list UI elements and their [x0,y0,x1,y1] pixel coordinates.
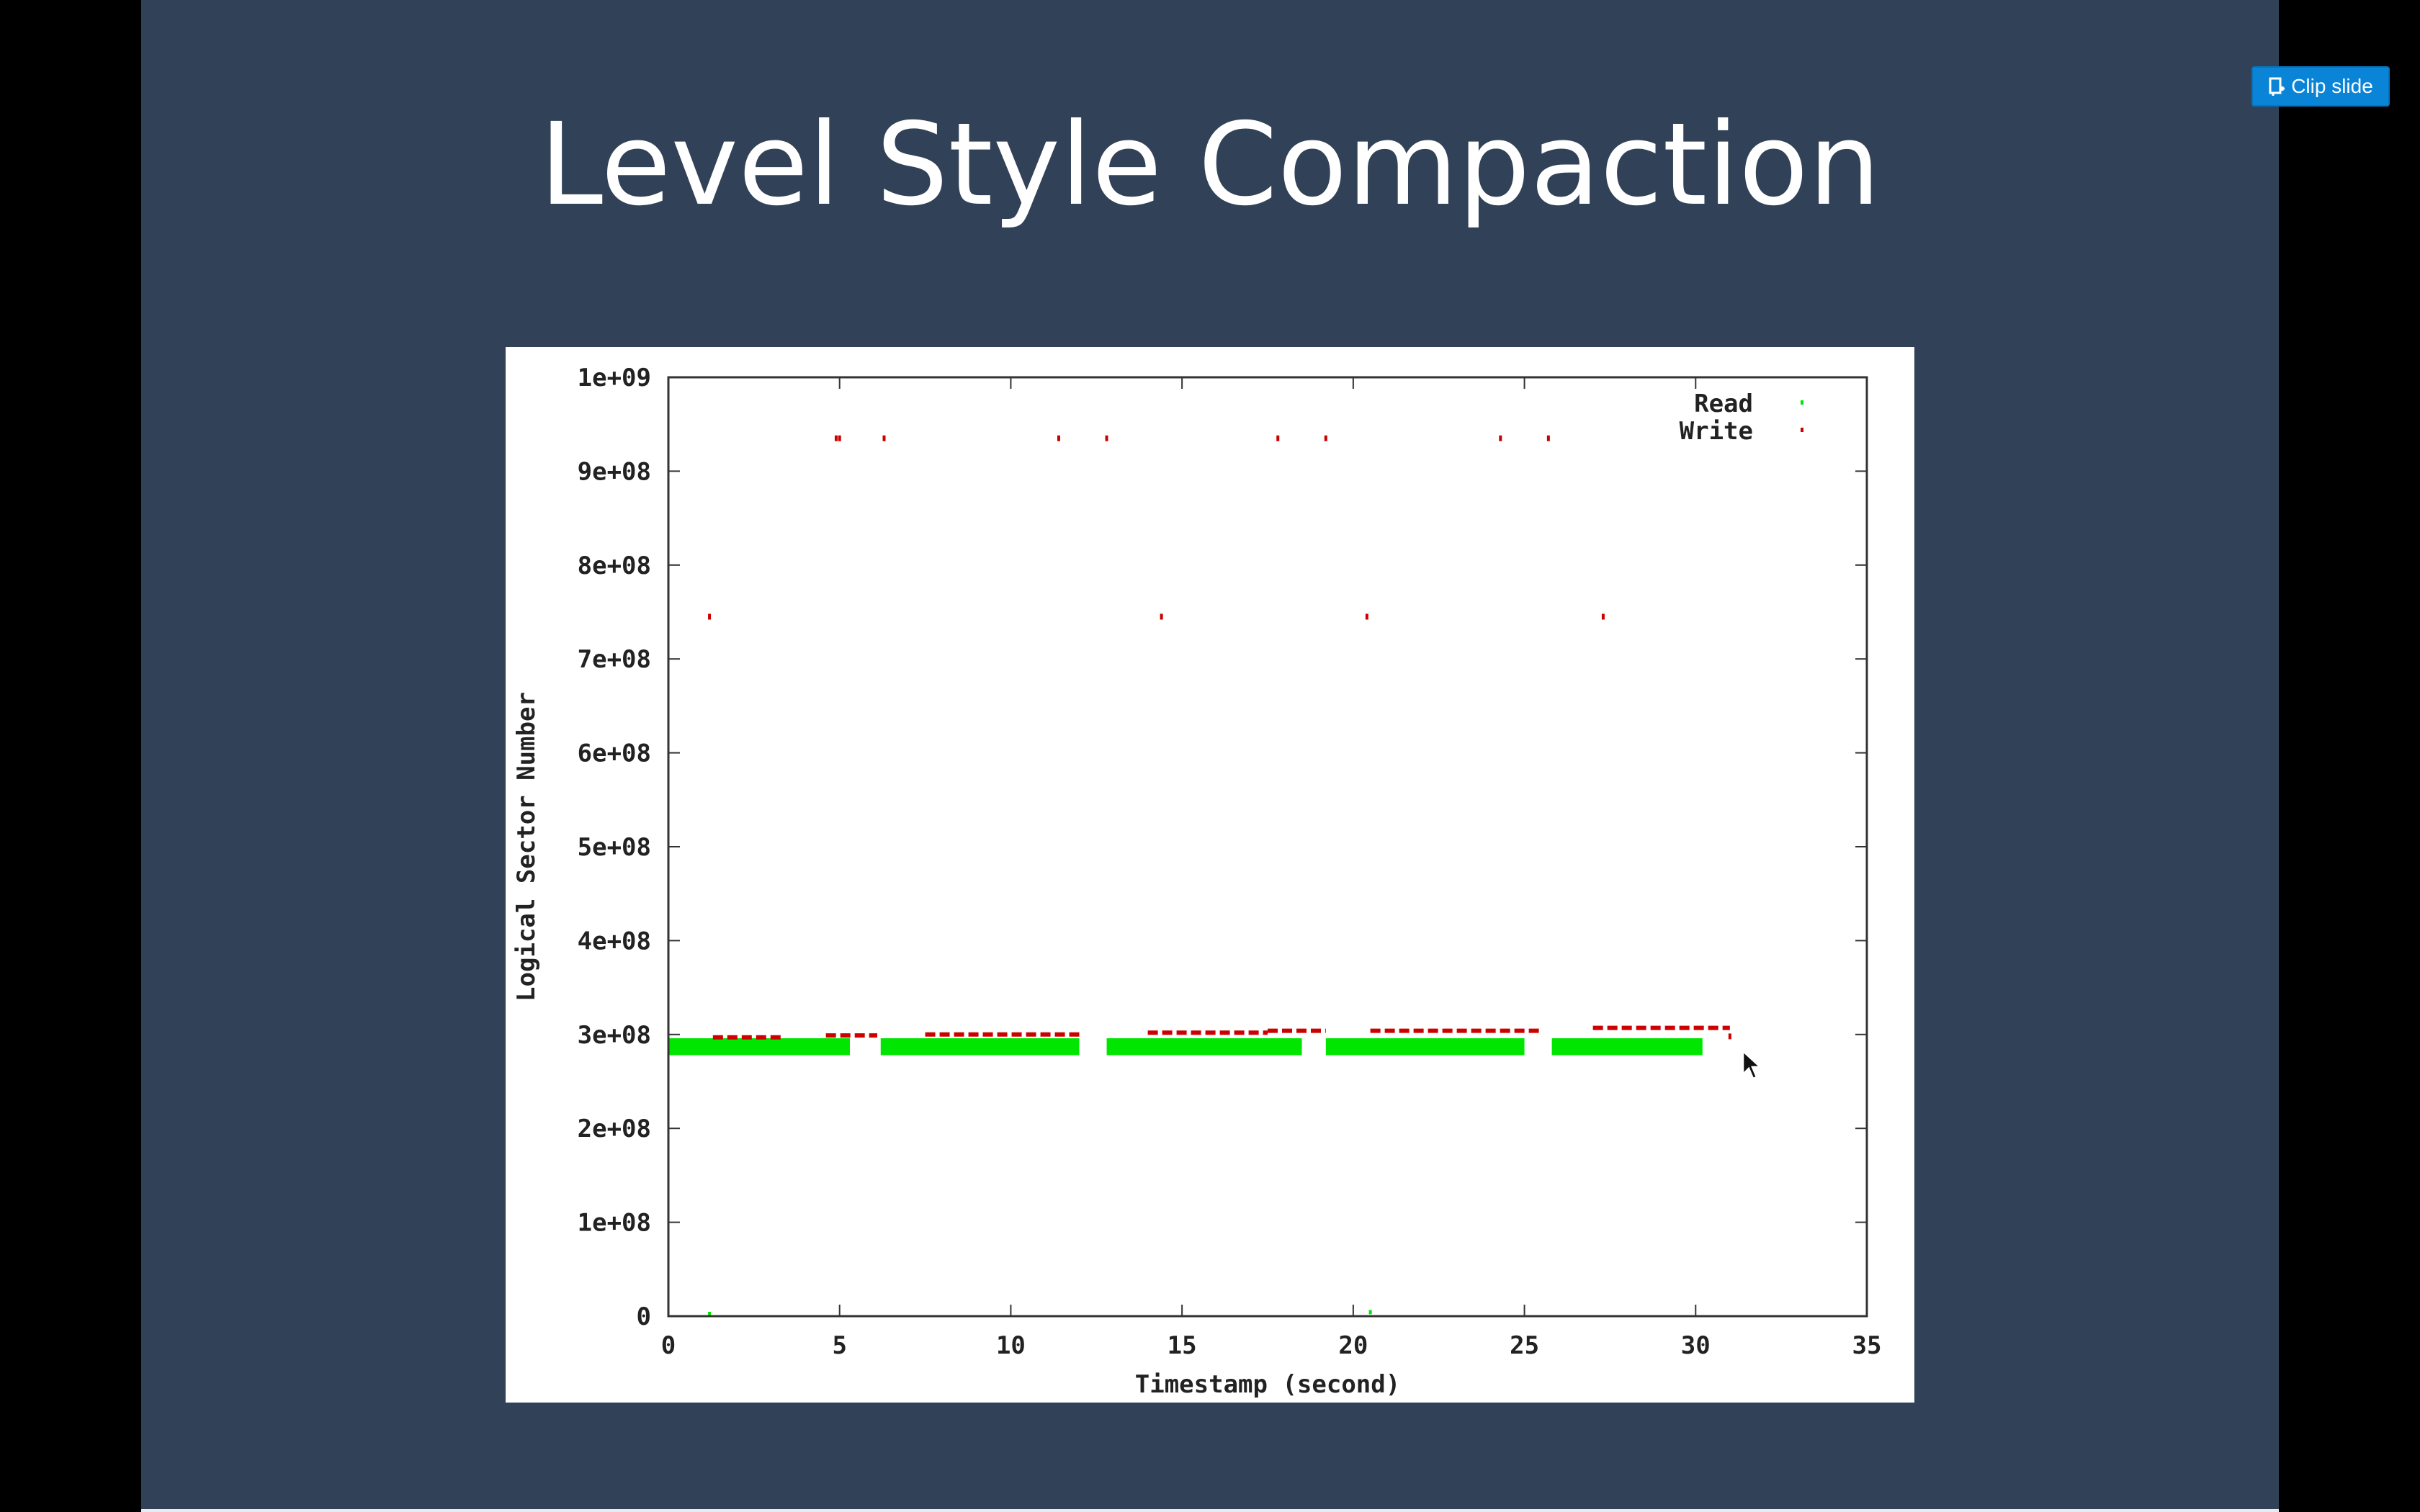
y-tick-label: 5e+08 [578,833,651,862]
write-point [1546,435,1550,441]
legend-label: Write [1680,417,1753,446]
read-band [880,1038,1080,1056]
clip-icon [2268,76,2285,96]
write-point [1105,435,1108,441]
write-point [882,435,886,441]
x-tick-label: 15 [1168,1331,1197,1360]
read-band [1551,1038,1703,1056]
write-point [834,435,838,441]
slide-title: Level Style Compaction [539,99,1881,231]
write-point [1601,613,1605,620]
read-point [708,1312,712,1316]
read-band [1325,1038,1525,1056]
chart: 0 5 10 15 20 25 30 35 0 1e+08 2e+08 3e+08 4e+08 5e+08… [512,364,1882,1399]
y-tick-label: 9e+08 [578,457,651,486]
x-tick-label: 0 [661,1331,676,1360]
clip-slide-label: Clip slide [2291,75,2373,97]
y-tick-label: 1e+08 [578,1209,651,1238]
y-tick-label: 8e+08 [578,552,651,580]
legend-swatch [1801,400,1803,405]
slide-bottom-border [141,1509,2279,1512]
x-tick-label: 10 [996,1331,1026,1360]
write-point [1160,613,1163,620]
x-tick-label: 25 [1510,1331,1539,1360]
mouse-pointer-icon [1742,1050,1763,1080]
read-band [1106,1038,1302,1056]
legend-swatch [1801,428,1803,432]
y-axis-title: Logical Sector Number [512,692,541,1002]
y-tick-label: 6e+08 [578,739,651,768]
write-point [1057,435,1060,441]
y-tick-label: 7e+08 [578,645,651,674]
y-tick-label: 1e+09 [578,364,651,392]
x-tick-label: 35 [1852,1331,1882,1360]
x-tick-label: 30 [1681,1331,1711,1360]
read-band [668,1038,850,1056]
y-tick-label: 2e+08 [578,1115,651,1143]
y-tick-label: 3e+08 [578,1021,651,1050]
legend-label: Read [1694,390,1753,418]
x-axis-title: Timestamp (second) [1135,1370,1400,1399]
write-point [838,435,841,441]
plot-area-border [667,376,1868,1318]
x-tick-label: 5 [832,1331,846,1360]
x-tick-label: 20 [1338,1331,1368,1360]
write-point [708,613,712,620]
write-point [1276,435,1280,441]
read-point [1368,1310,1372,1315]
clip-slide-button[interactable]: Clip slide [2251,66,2390,107]
y-tick-label: 0 [637,1302,651,1331]
y-tick-label: 4e+08 [578,927,651,955]
write-point [1365,613,1368,620]
chart-image: 0 5 10 15 20 25 30 35 0 1e+08 2e+08 3e+08 4e+08 5e+08… [506,347,1914,1403]
write-point [1499,435,1502,441]
write-point [1324,435,1327,441]
write-point [1728,1033,1731,1040]
